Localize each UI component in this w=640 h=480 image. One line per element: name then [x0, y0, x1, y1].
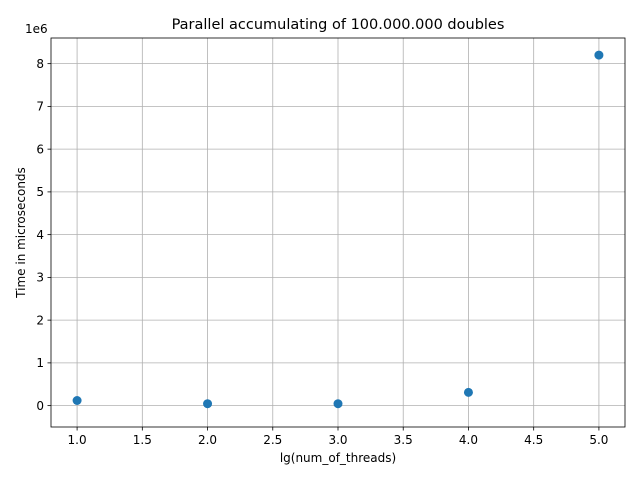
- x-tick-label: 4.5: [524, 433, 543, 447]
- x-tick-label: 3.0: [328, 433, 347, 447]
- y-axis-label: Time in microseconds: [14, 167, 28, 299]
- grid: [51, 38, 625, 427]
- x-tick-label: 5.0: [589, 433, 608, 447]
- data-point: [594, 50, 604, 60]
- x-tick-label: 2.5: [263, 433, 282, 447]
- x-tick-label: 1.0: [68, 433, 87, 447]
- y-axis-ticks: 0 1 2 3 4 5 6 7 8: [36, 57, 51, 413]
- data-point: [333, 399, 343, 409]
- y-tick-label: 4: [36, 228, 44, 242]
- data-points: [72, 50, 604, 409]
- y-tick-label: 6: [36, 142, 44, 156]
- x-axis-label: lg(num_of_threads): [280, 451, 396, 465]
- y-tick-label: 0: [36, 399, 44, 413]
- x-tick-label: 2.0: [198, 433, 217, 447]
- x-tick-label: 4.0: [459, 433, 478, 447]
- y-axis-offset-text: 1e6: [25, 22, 48, 36]
- y-tick-label: 5: [36, 185, 44, 199]
- y-tick-label: 3: [36, 271, 44, 285]
- x-tick-label: 1.5: [133, 433, 152, 447]
- y-tick-label: 7: [36, 100, 44, 114]
- x-tick-label: 3.5: [394, 433, 413, 447]
- y-tick-label: 2: [36, 313, 44, 327]
- data-point: [72, 395, 82, 405]
- x-axis-ticks: 1.0 1.5 2.0 2.5 3.0 3.5 4.0 4.5 5.0: [68, 427, 608, 447]
- data-point: [203, 399, 213, 409]
- y-tick-label: 8: [36, 57, 44, 71]
- data-point: [463, 387, 473, 397]
- y-tick-label: 1: [36, 356, 44, 370]
- chart-title: Parallel accumulating of 100.000.000 dou…: [172, 17, 505, 33]
